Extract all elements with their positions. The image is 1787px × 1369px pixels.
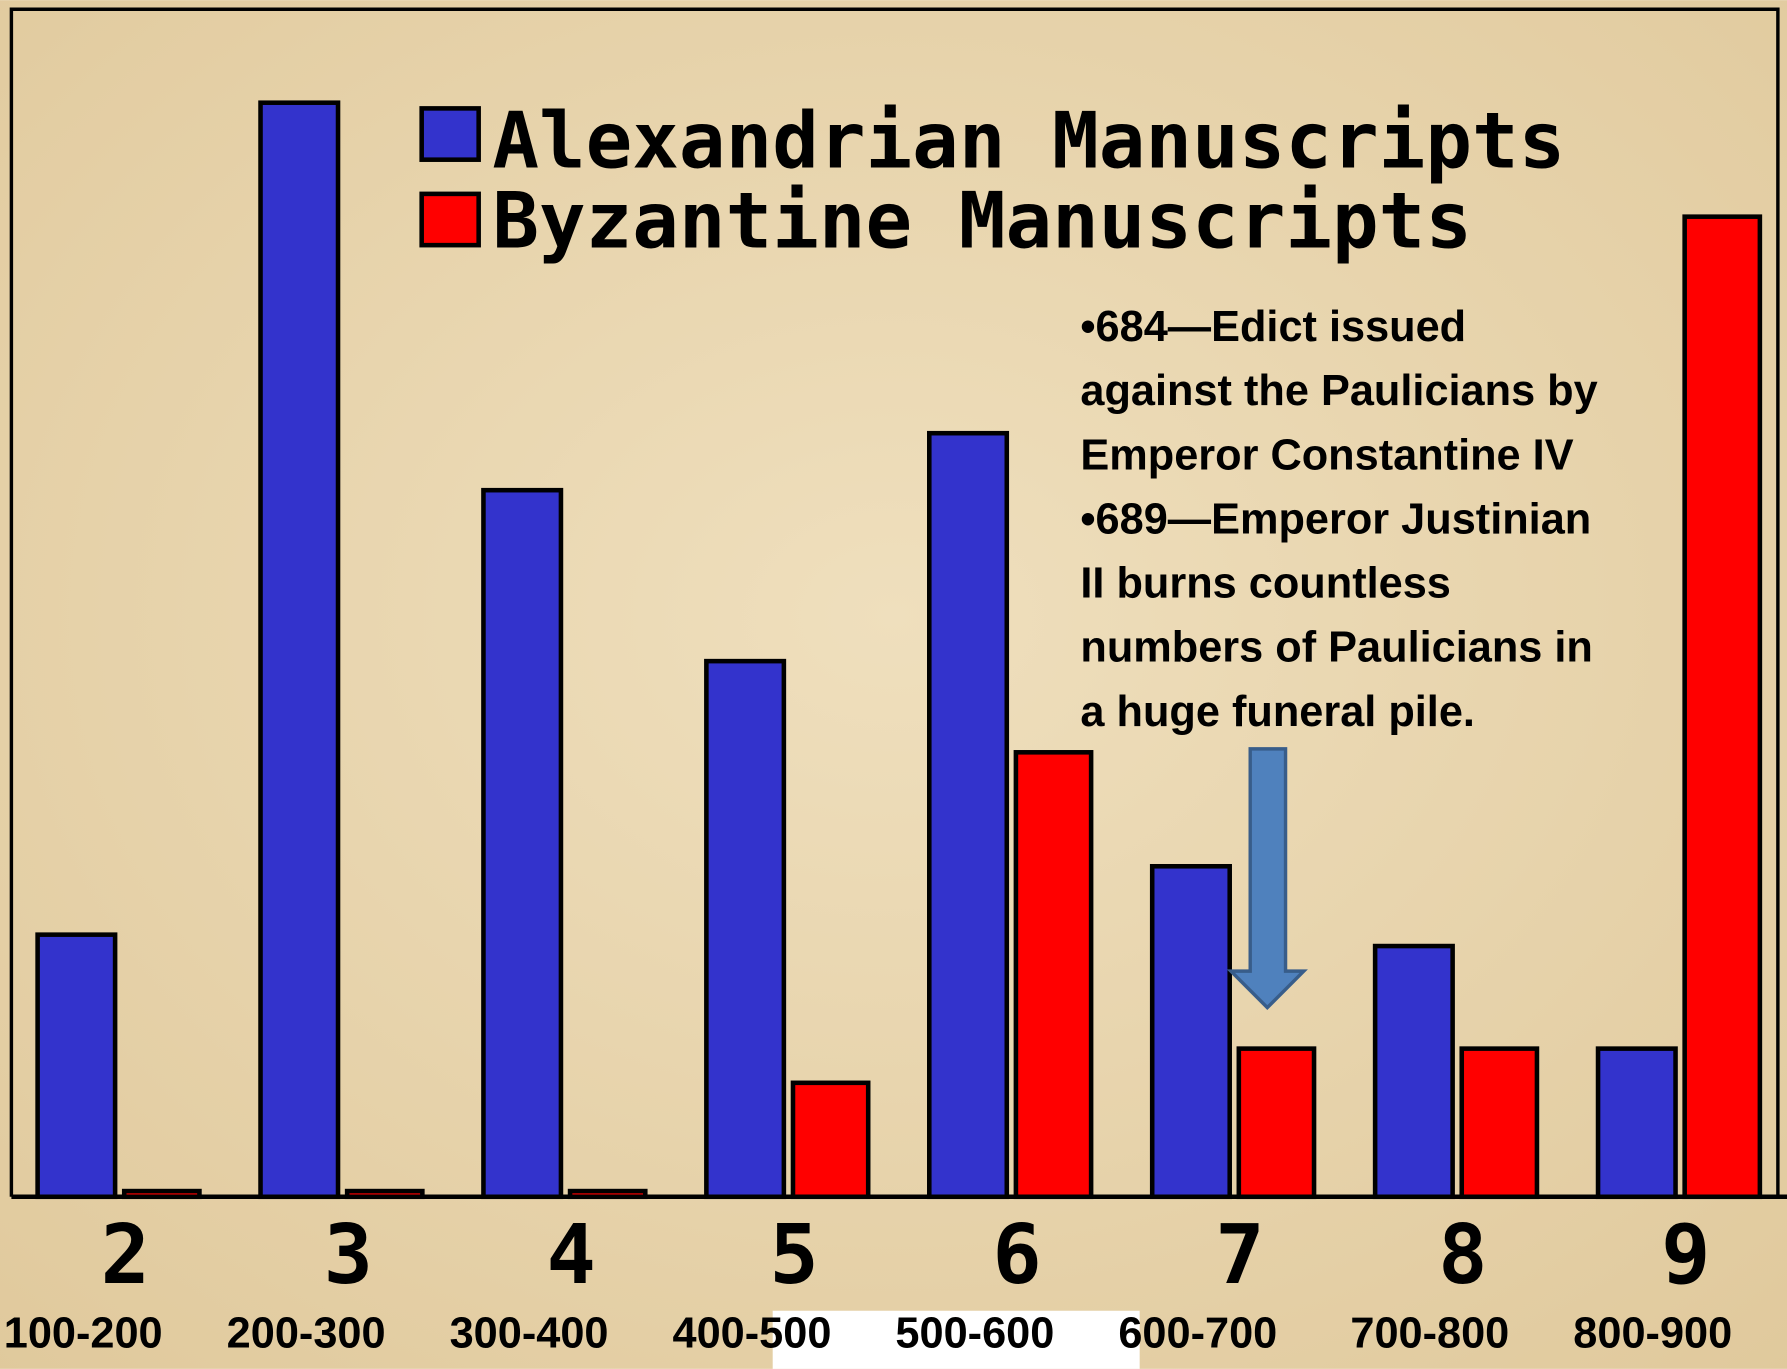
bar bbox=[1372, 943, 1455, 1200]
frame bbox=[9, 7, 1780, 1197]
bar bbox=[1236, 1046, 1317, 1200]
annotation-line: against the Paulicians by bbox=[1080, 367, 1597, 415]
bar bbox=[35, 932, 118, 1200]
annotation-line: •689—Emperor Justinian bbox=[1080, 495, 1591, 543]
x-tick-label: 3 bbox=[324, 1208, 373, 1303]
bar bbox=[258, 100, 341, 1200]
x-tick-label: 6 bbox=[992, 1208, 1041, 1303]
period-label: 600-700 bbox=[1118, 1309, 1277, 1357]
period-label: 300-400 bbox=[450, 1309, 609, 1357]
label-patch bbox=[772, 1310, 1140, 1369]
annotation-line: •684—Edict issued bbox=[1080, 303, 1466, 351]
x-tick-label: 4 bbox=[546, 1208, 595, 1303]
bar bbox=[1013, 750, 1094, 1200]
legend-swatch bbox=[419, 191, 481, 248]
legend-swatch bbox=[419, 106, 481, 162]
bar bbox=[704, 658, 787, 1200]
bar bbox=[927, 430, 1010, 1200]
bar bbox=[1682, 214, 1763, 1200]
legend-label: Alexandrian Manuscripts bbox=[492, 96, 1565, 186]
annotation-line: II burns countless bbox=[1080, 560, 1451, 608]
x-tick-label: 8 bbox=[1438, 1208, 1487, 1303]
x-tick-label: 2 bbox=[101, 1208, 150, 1303]
bar bbox=[1595, 1046, 1678, 1200]
annotation-line: a huge funeral pile. bbox=[1080, 688, 1475, 736]
period-label: 400-500 bbox=[673, 1309, 832, 1357]
bar bbox=[1459, 1046, 1540, 1200]
bar bbox=[481, 487, 564, 1200]
x-tick-label: 5 bbox=[769, 1208, 818, 1303]
bar bbox=[790, 1080, 871, 1200]
arrow bbox=[1226, 747, 1308, 1011]
period-label: 500-600 bbox=[895, 1309, 1054, 1357]
period-label: 700-800 bbox=[1350, 1309, 1509, 1357]
legend-label: Byzantine Manuscripts bbox=[492, 176, 1472, 266]
period-label: 100-200 bbox=[4, 1309, 163, 1357]
period-label: 200-300 bbox=[227, 1309, 386, 1357]
annotation-line: numbers of Paulicians in bbox=[1080, 624, 1592, 672]
annotation-line: Emperor Constantine IV bbox=[1080, 431, 1573, 479]
x-tick-label: 9 bbox=[1661, 1208, 1710, 1303]
x-tick-label: 7 bbox=[1215, 1208, 1264, 1303]
period-label: 800-900 bbox=[1573, 1309, 1732, 1357]
bar bbox=[1149, 863, 1232, 1200]
